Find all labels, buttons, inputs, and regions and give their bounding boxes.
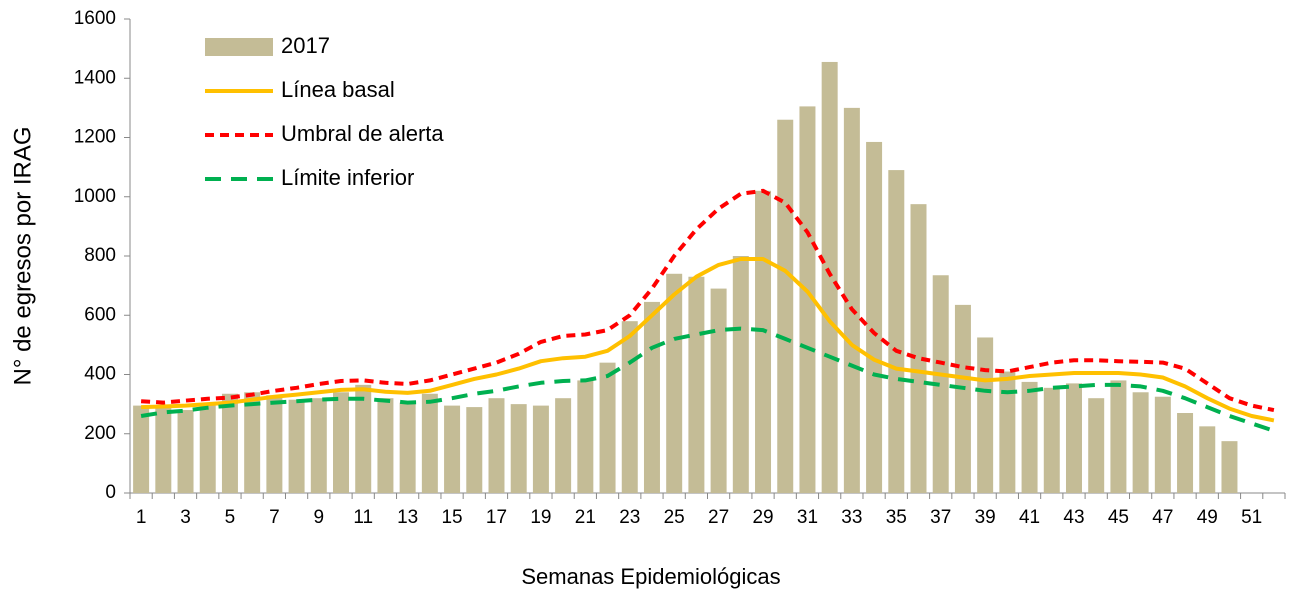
x-tick-label: 9 (314, 507, 325, 528)
bar (1088, 398, 1105, 493)
bar (932, 275, 949, 493)
bar (221, 393, 238, 493)
x-tick-label: 19 (530, 507, 551, 528)
bar (555, 398, 572, 493)
x-axis-title: Semanas Epidemiológicas (521, 564, 780, 589)
bar (244, 392, 261, 493)
bar (777, 119, 794, 493)
x-tick-label: 47 (1152, 507, 1173, 528)
bar (643, 301, 660, 493)
legend-swatch (205, 38, 273, 56)
bar (510, 404, 527, 493)
line-3 (140, 326, 1275, 433)
bar (355, 384, 372, 493)
bar (599, 362, 616, 493)
bar (377, 398, 394, 493)
x-tick-label: 5 (225, 507, 236, 528)
y-tick-label: 1200 (74, 127, 116, 148)
y-tick-label: 0 (105, 482, 116, 503)
bar (1154, 396, 1171, 493)
bar (133, 405, 150, 493)
x-tick-label: 37 (930, 507, 951, 528)
bar (1043, 387, 1060, 493)
bar (999, 371, 1016, 493)
bar (177, 410, 194, 493)
x-tick-label: 25 (664, 507, 685, 528)
bar (732, 256, 749, 493)
legend-label: Umbral de alerta (281, 121, 444, 146)
bar (977, 337, 994, 493)
bar (688, 276, 705, 493)
bar (1021, 381, 1038, 493)
bar (488, 398, 505, 493)
x-tick-label: 21 (575, 507, 596, 528)
bar (310, 398, 327, 493)
y-tick-label: 1600 (74, 8, 116, 29)
x-tick-label: 35 (886, 507, 907, 528)
bar (755, 190, 772, 493)
x-tick-label: 15 (441, 507, 462, 528)
bar (954, 304, 971, 493)
x-tick-label: 31 (797, 507, 818, 528)
bar (466, 407, 483, 493)
x-tick-label: 41 (1019, 507, 1040, 528)
y-tick-label: 200 (84, 423, 116, 444)
y-tick-label: 1400 (74, 67, 116, 88)
x-tick-label: 49 (1197, 507, 1218, 528)
bar (532, 405, 549, 493)
bar (288, 399, 305, 493)
x-tick-label: 11 (353, 507, 373, 528)
bar (1177, 413, 1194, 493)
x-tick-label: 51 (1241, 507, 1262, 528)
bar (421, 393, 438, 493)
bar (1065, 383, 1082, 493)
bar (155, 407, 172, 493)
bar (843, 107, 860, 493)
line-2 (140, 188, 1275, 413)
bar (888, 170, 905, 493)
y-tick-label: 600 (84, 304, 116, 325)
x-tick-label: 43 (1063, 507, 1084, 528)
x-tick-label: 23 (619, 507, 640, 528)
x-tick-label: 45 (1108, 507, 1129, 528)
y-tick-label: 400 (84, 364, 116, 385)
legend-label: 2017 (281, 33, 330, 58)
bar (199, 404, 216, 493)
bar (1199, 426, 1216, 493)
x-tick-label: 39 (975, 507, 996, 528)
x-tick-label: 33 (841, 507, 862, 528)
bar (266, 395, 283, 493)
bar (1110, 380, 1127, 493)
bar (577, 380, 594, 493)
bar (910, 204, 927, 493)
bar (666, 273, 683, 493)
x-tick-label: 27 (708, 507, 729, 528)
bar (621, 321, 638, 493)
bar (821, 61, 838, 494)
bar (333, 392, 350, 493)
x-tick-label: 29 (752, 507, 773, 528)
x-tick-label: 13 (397, 507, 418, 528)
bar (866, 141, 883, 493)
y-tick-label: 1000 (74, 186, 116, 207)
y-axis-title: N° de egresos por IRAG (9, 126, 36, 385)
y-tick-label: 800 (84, 245, 116, 266)
bar (799, 106, 816, 494)
bar (399, 402, 416, 493)
bar (444, 405, 461, 493)
bar (1221, 441, 1238, 493)
line-1 (141, 257, 1275, 423)
x-tick-label: 3 (180, 507, 191, 528)
x-tick-label: 1 (136, 507, 147, 528)
bar (1132, 392, 1149, 493)
bar (710, 288, 727, 493)
x-tick-label: 7 (269, 507, 280, 528)
legend-label: Límite inferior (281, 165, 414, 190)
legend-label: Línea basal (281, 77, 395, 102)
x-tick-label: 17 (486, 507, 507, 528)
